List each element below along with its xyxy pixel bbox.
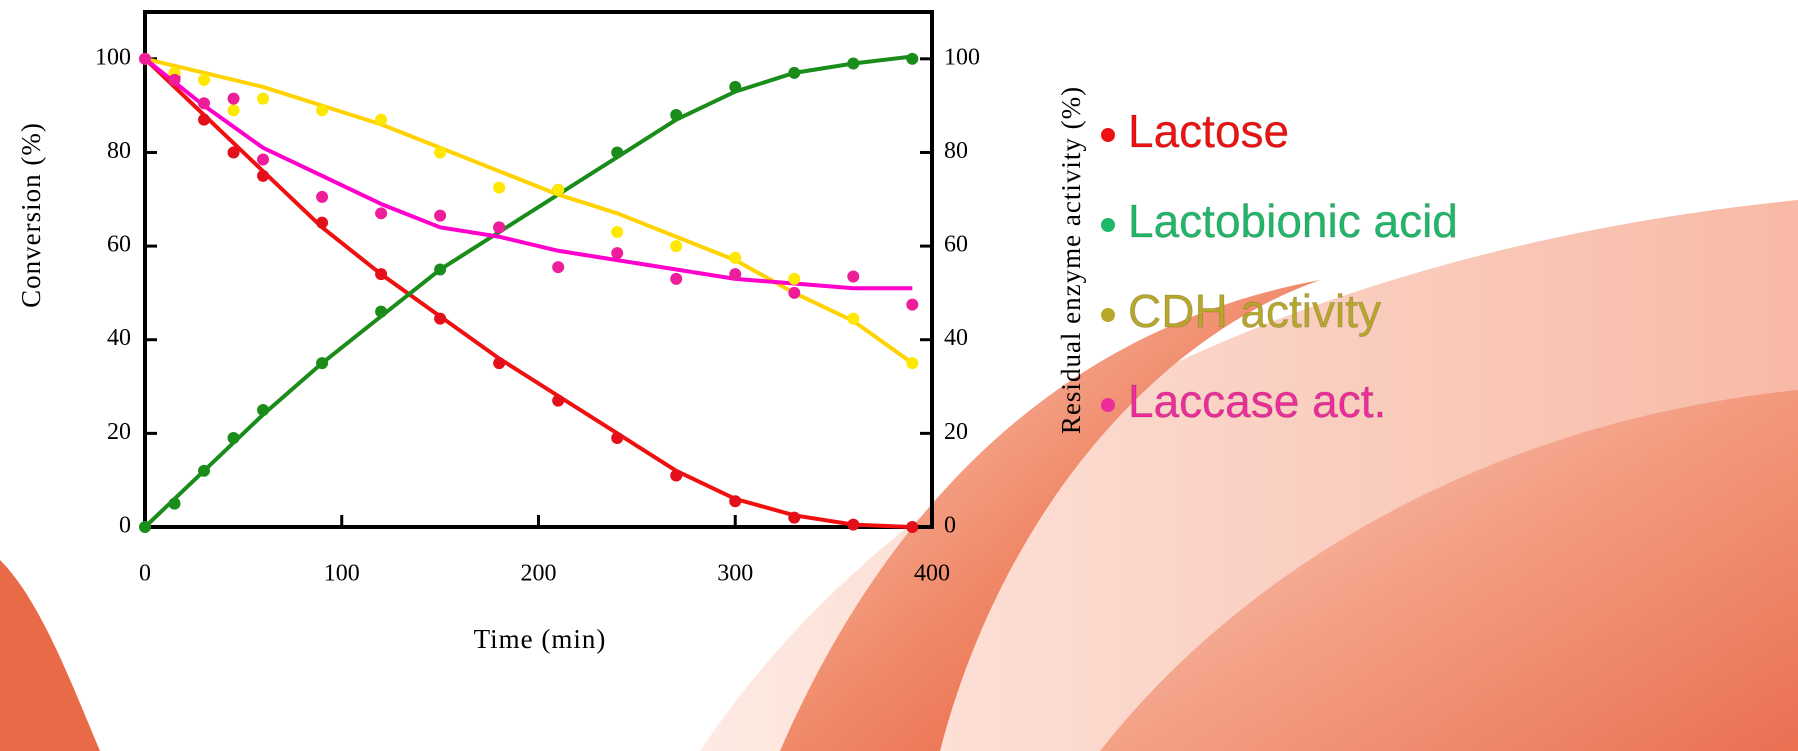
data-point [729, 495, 742, 508]
data-point [316, 216, 329, 229]
data-point [670, 109, 683, 121]
data-point [611, 146, 624, 159]
data-point [611, 432, 624, 445]
legend-label: CDH activity [1128, 285, 1381, 337]
data-point [375, 207, 388, 220]
data-point [729, 268, 742, 281]
data-point [316, 104, 329, 117]
legend-label: Lactobionic acid [1128, 195, 1458, 247]
fit-line [143, 57, 913, 291]
data-point [847, 518, 860, 531]
data-point [788, 511, 801, 524]
data-point [434, 146, 447, 159]
data-point [227, 432, 240, 445]
legend-bullet [1101, 218, 1115, 232]
data-point [316, 190, 329, 203]
data-point [788, 286, 801, 299]
plot-frame [143, 10, 934, 529]
legend-bullet [1101, 308, 1115, 322]
legend-bullet [1101, 128, 1115, 142]
data-point [670, 240, 683, 253]
data-point [434, 263, 447, 276]
data-point [198, 97, 211, 110]
y2-axis-title: Residual enzyme activity (%) [1056, 86, 1086, 434]
data-point [611, 226, 624, 239]
data-point [906, 357, 919, 370]
data-point [788, 66, 801, 79]
data-point [139, 52, 151, 65]
data-point [493, 221, 506, 234]
x-tick-label: 400 [914, 561, 950, 587]
data-point [198, 464, 211, 477]
legend-label: Lactose [1128, 105, 1289, 157]
data-point [788, 272, 801, 285]
y2-tick-label: 0 [944, 513, 956, 539]
data-point [552, 394, 565, 407]
data-point [375, 113, 388, 126]
data-point [257, 92, 270, 105]
data-point [227, 146, 240, 159]
y2-tick-label: 100 [944, 44, 980, 70]
data-point [552, 261, 565, 274]
data-point [611, 247, 624, 260]
y-axis-title: Conversion (%) [16, 122, 46, 308]
data-point [168, 73, 181, 86]
data-point [257, 153, 270, 166]
data-point [139, 521, 151, 533]
data-point [493, 357, 506, 370]
x-axis-title: Time (min) [474, 624, 607, 654]
data-point [227, 104, 240, 117]
x-tick-label: 100 [324, 561, 360, 587]
y-tick-label: 0 [119, 513, 131, 539]
x-tick-label: 200 [521, 561, 557, 587]
y-tick-label: 80 [107, 138, 131, 164]
x-tick-label: 0 [139, 561, 151, 587]
data-point [375, 268, 388, 281]
data-point [257, 403, 270, 416]
y-tick-label: 100 [95, 44, 131, 70]
data-point [670, 469, 683, 482]
fit-line [144, 56, 914, 365]
y2-tick-label: 80 [944, 138, 968, 164]
data-point [434, 312, 447, 325]
y2-tick-label: 60 [944, 232, 968, 258]
background [0, 200, 1798, 751]
data-point [906, 298, 919, 311]
fit-line [143, 54, 913, 529]
y-tick-label: 40 [107, 325, 131, 351]
data-point [375, 305, 388, 318]
data-point [729, 80, 742, 93]
y2-tick-label: 20 [944, 419, 968, 445]
data-point [729, 251, 742, 264]
y2-tick-label: 40 [944, 325, 968, 351]
data-point [168, 497, 181, 510]
data-point [316, 357, 329, 370]
data-point [493, 181, 506, 194]
data-point [906, 52, 919, 65]
legend-bullet [1101, 398, 1115, 412]
legend-label: Laccase act. [1128, 375, 1386, 427]
y-tick-label: 60 [107, 232, 131, 258]
fit-line [143, 57, 913, 529]
data-point [227, 92, 240, 105]
data-point [434, 209, 447, 222]
data-point [257, 169, 270, 182]
data-point [198, 73, 211, 86]
data-point [906, 521, 919, 533]
data-point [847, 57, 860, 70]
y-tick-label: 20 [107, 419, 131, 445]
data-point [198, 113, 211, 126]
data-point [847, 312, 860, 325]
data-point [670, 272, 683, 285]
data-point [847, 270, 860, 283]
data-point [552, 183, 565, 196]
x-tick-label: 300 [717, 561, 753, 587]
